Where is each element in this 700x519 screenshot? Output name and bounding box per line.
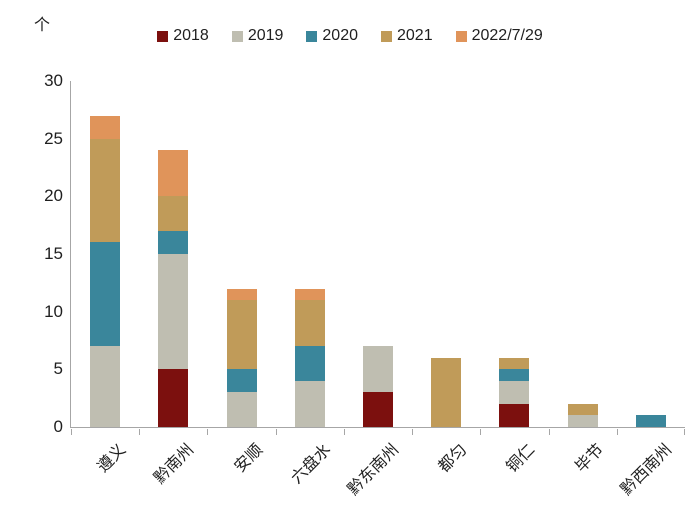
legend-item: 2020 bbox=[306, 27, 358, 45]
x-category-label: 铜仁 bbox=[504, 441, 539, 476]
legend-label: 2019 bbox=[247, 27, 284, 44]
legend-swatch bbox=[157, 30, 169, 42]
bar-stack-3 bbox=[226, 288, 257, 427]
bar-segment bbox=[158, 150, 189, 197]
bar-segment bbox=[90, 346, 121, 427]
plot-area: 0 5 10 15 20 25 30 遵义 黔南州 安顺 六盘水 黔东南州 都匀 铜仁 毕节 黔西南州 bbox=[44, 71, 685, 499]
legend-swatch bbox=[381, 30, 392, 42]
bar-segment bbox=[158, 254, 189, 370]
x-category-label: 安顺 bbox=[231, 441, 266, 476]
bar-segment bbox=[158, 196, 189, 231]
bar-segment bbox=[158, 230, 189, 255]
bar-stack-8 bbox=[567, 403, 598, 427]
bar-segment bbox=[294, 288, 325, 301]
chart-legend: 2018 2019 2020 2021 2022/7/29 bbox=[0, 27, 700, 45]
x-axis-tick bbox=[684, 429, 685, 435]
bar-segment bbox=[499, 403, 530, 427]
bar-segment bbox=[567, 403, 598, 416]
x-axis-tick bbox=[343, 429, 345, 435]
bar-segment bbox=[226, 369, 257, 393]
legend-label: 2018 bbox=[173, 27, 209, 44]
x-category-label: 黔西南州 bbox=[617, 441, 676, 499]
legend-item: 2022/7/29 bbox=[455, 27, 543, 45]
x-category-label: 六盘水 bbox=[288, 441, 335, 488]
y-axis-unit-label: 个 bbox=[34, 17, 51, 34]
bar-stack-2 bbox=[158, 150, 189, 427]
x-axis-tick bbox=[548, 429, 550, 435]
legend-item: 2021 bbox=[381, 27, 433, 45]
bar-stack-4 bbox=[294, 288, 325, 427]
bar-segment bbox=[635, 415, 666, 427]
bar-segment bbox=[90, 115, 121, 139]
x-axis-tick bbox=[71, 429, 72, 435]
bar-segment bbox=[294, 380, 325, 427]
y-tick-label: 15 bbox=[44, 244, 63, 263]
legend-label: 2021 bbox=[397, 27, 433, 44]
y-tick-label: 20 bbox=[44, 186, 63, 206]
bar-segment bbox=[226, 392, 257, 427]
x-category-label: 黔南州 bbox=[151, 441, 198, 488]
legend-label: 2022/7/29 bbox=[471, 27, 543, 44]
bar-stack-6 bbox=[431, 357, 462, 427]
bar-stack-1 bbox=[90, 115, 121, 427]
x-axis-tick bbox=[139, 429, 141, 435]
x-category-label: 毕节 bbox=[572, 441, 607, 476]
x-axis-tick bbox=[412, 429, 414, 435]
bar-segment bbox=[363, 392, 393, 427]
legend-item: 2019 bbox=[231, 27, 284, 45]
y-tick-label: 10 bbox=[44, 301, 63, 321]
bar-segment bbox=[158, 369, 189, 427]
y-tick-label: 5 bbox=[53, 359, 63, 379]
bar-segment bbox=[567, 415, 598, 427]
x-axis-tick bbox=[616, 429, 618, 435]
bar-segment bbox=[499, 357, 530, 370]
bar-segment bbox=[499, 380, 530, 404]
bar-segment bbox=[294, 346, 325, 381]
legend-swatch bbox=[306, 30, 318, 42]
bar-stack-7 bbox=[499, 357, 530, 427]
bar-segment bbox=[363, 346, 393, 393]
bar-segment bbox=[294, 300, 325, 347]
bar-segment bbox=[499, 369, 530, 381]
x-category-label: 遵义 bbox=[94, 441, 130, 476]
bar-segment bbox=[226, 300, 257, 370]
y-tick-label: 30 bbox=[44, 71, 63, 90]
x-axis-tick bbox=[275, 429, 277, 435]
legend-label: 2020 bbox=[322, 27, 358, 44]
x-category-label: 都匀 bbox=[435, 441, 471, 476]
bar-segment bbox=[90, 138, 121, 243]
legend-swatch bbox=[455, 30, 467, 42]
x-axis-tick bbox=[207, 429, 209, 435]
bar-segment bbox=[90, 242, 121, 347]
legend-item: 2018 bbox=[157, 27, 209, 45]
y-tick-label: 0 bbox=[53, 417, 63, 436]
x-category-label: 黔东南州 bbox=[344, 441, 403, 499]
bar-segment bbox=[226, 288, 257, 301]
bar-stack-9 bbox=[635, 415, 666, 427]
bar-segment bbox=[431, 357, 462, 427]
y-tick-label: 25 bbox=[44, 128, 63, 148]
x-axis-tick bbox=[480, 429, 482, 435]
bar-stack-5 bbox=[363, 346, 393, 427]
legend-swatch bbox=[231, 30, 243, 42]
